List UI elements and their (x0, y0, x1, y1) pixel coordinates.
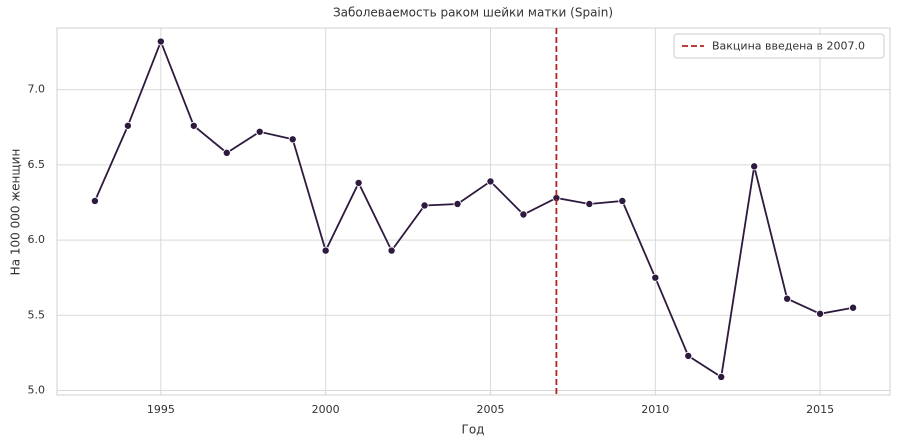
point (156, 37, 165, 46)
point (651, 273, 660, 282)
point (420, 201, 429, 210)
chart-title: Заболеваемость раком шейки матки (Spain) (333, 6, 613, 20)
point (255, 127, 264, 136)
plot-frame (56, 27, 891, 396)
point (321, 246, 330, 255)
y-tick-label: 5.5 (28, 308, 46, 321)
x-tick-label: 2000 (312, 403, 340, 416)
y-tick-label: 6.5 (28, 158, 46, 171)
x-tick-label: 2010 (641, 403, 669, 416)
legend-box (673, 33, 885, 59)
point (90, 196, 99, 205)
point (387, 246, 396, 255)
point (189, 121, 198, 130)
point (816, 309, 825, 318)
legend: Вакцина введена в 2007.0 (673, 33, 885, 59)
y-tick-label: 6.0 (28, 233, 46, 246)
series-line (94, 39, 854, 379)
point (288, 135, 297, 144)
point (519, 210, 528, 219)
x-tick-label: 1995 (147, 403, 175, 416)
point (618, 196, 627, 205)
point (453, 199, 462, 208)
point (849, 303, 858, 312)
point (222, 148, 231, 157)
point (123, 121, 132, 130)
x-axis-label: Год (462, 423, 485, 437)
point (684, 351, 693, 360)
x-tick-label: 2015 (806, 403, 834, 416)
legend-label: Вакцина введена в 2007.0 (712, 40, 865, 53)
point (486, 177, 495, 186)
y-tick-label: 5.0 (28, 383, 46, 396)
point (585, 199, 594, 208)
point (750, 162, 759, 171)
point (354, 178, 363, 187)
point (717, 372, 726, 381)
x-tick-label: 2005 (476, 403, 504, 416)
y-axis-label: На 100 000 женщин (9, 149, 23, 276)
point (783, 294, 792, 303)
y-tick-label: 7.0 (28, 83, 46, 96)
